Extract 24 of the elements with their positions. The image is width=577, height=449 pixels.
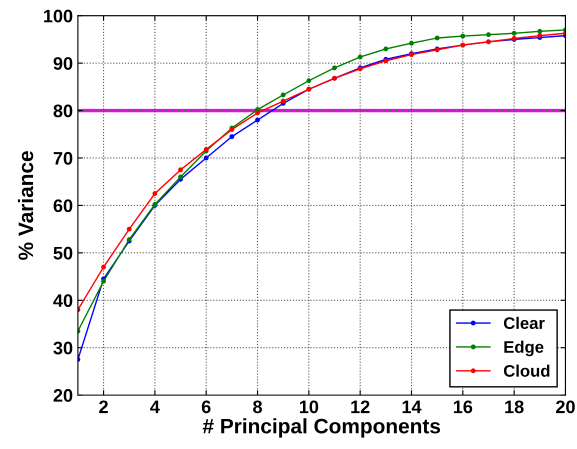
- x-tick-label: 12: [351, 400, 370, 414]
- y-axis-title: % Variance: [18, 151, 34, 260]
- x-axis-title: # Principal Components: [202, 418, 440, 438]
- legend-label: Cloud: [504, 364, 550, 377]
- legend-label: Clear: [504, 316, 545, 330]
- y-tick-label: 70: [54, 152, 72, 165]
- legend-label: Edge: [504, 340, 544, 356]
- y-tick-label: 40: [53, 294, 72, 307]
- y-tick-label: 90: [54, 57, 72, 70]
- x-tick-label: 10: [300, 400, 318, 414]
- y-tick-label: 60: [54, 199, 72, 212]
- y-tick-label: 80: [54, 104, 72, 118]
- x-tick-label: 20: [556, 400, 575, 414]
- x-tick-label: 4: [150, 400, 160, 414]
- x-tick-label: 16: [454, 400, 472, 414]
- x-tick-label: 18: [505, 400, 524, 414]
- x-tick-label: 14: [402, 400, 422, 414]
- x-tick-label: 2: [99, 400, 108, 414]
- y-tick-label: 50: [54, 246, 72, 260]
- x-tick-label: 6: [202, 400, 211, 414]
- y-tick-label: 100: [44, 10, 72, 22]
- y-tick-label: 20: [54, 389, 72, 402]
- x-tick-label: 8: [253, 400, 262, 414]
- y-tick-label: 30: [53, 342, 72, 354]
